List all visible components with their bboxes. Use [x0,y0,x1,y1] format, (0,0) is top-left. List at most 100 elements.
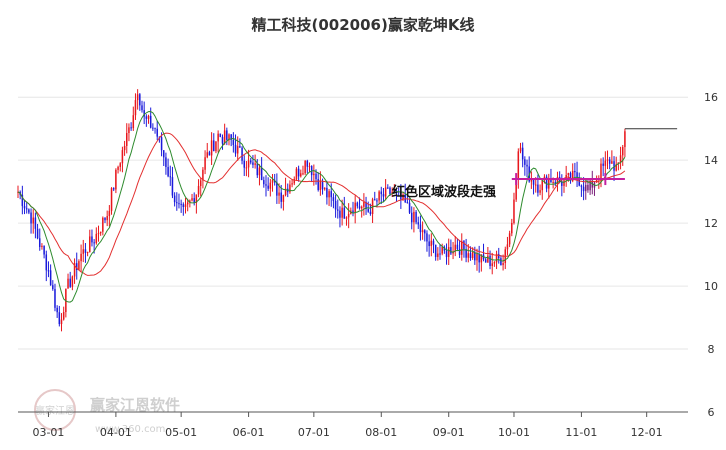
candle-body [569,173,572,181]
candle-body [430,240,433,247]
watermark-brand: 赢家江恩软件 [90,396,180,414]
candle-body [217,133,219,142]
candle-body [156,128,158,137]
candle-body [252,162,254,165]
candle-body [282,195,285,202]
candle-body [302,173,304,175]
candle-body [52,285,54,290]
x-tick-label: 07-01 [298,426,330,439]
candle-body [495,253,498,263]
candle-body [511,222,513,234]
candle-body [465,249,467,258]
candle-body [380,191,383,195]
candle-body [550,179,552,183]
candle-body [21,194,24,207]
candle-body [337,209,339,211]
candle-body [489,255,491,266]
candle-body [115,169,117,190]
candle-body [508,233,511,245]
candle-body [521,147,524,160]
candle-body [582,186,585,192]
candle-body [271,180,274,183]
candle-body [221,136,224,144]
candle-body [315,173,317,180]
candle-body [62,312,65,320]
candle-body [184,204,187,207]
candle-body [467,253,470,258]
candle-body [539,190,541,193]
candle-body [171,177,174,196]
candle-body [241,147,243,161]
x-tick-label: 10-01 [498,426,530,439]
candle-body [445,250,448,257]
candle-body [471,252,474,259]
candle-body [82,249,85,254]
candle-body [108,210,111,217]
candle-body [426,233,428,242]
candle-body [506,244,509,250]
candle-body [447,247,450,257]
candle-body [517,151,520,179]
candle-body [624,131,626,148]
candle-body [428,241,430,247]
candle-body [280,192,282,202]
candle-body [234,144,237,154]
candle-body [356,202,359,207]
candle-body [400,191,402,200]
candle-body [606,159,609,161]
candle-body [326,187,328,198]
candle-body [41,245,43,247]
candle-body [354,202,356,214]
candle-body [369,211,372,214]
candle-body [561,181,563,186]
candle-body [408,202,411,213]
candle-body [258,167,261,176]
candle-body [206,152,209,158]
candle-body [500,258,502,266]
candle-body [461,241,463,255]
candle-body [215,141,217,152]
candle-body [89,236,91,252]
candle-body [554,182,557,185]
candle-body [58,312,61,325]
candle-body [243,160,245,168]
candle-body [587,184,589,191]
candle-body [360,206,363,209]
candle-body [202,169,204,181]
candle-body [147,115,150,119]
candle-body [384,187,387,197]
candle-body [487,255,489,263]
candle-body [86,251,89,253]
candle-body [75,263,78,270]
candle-body [524,159,526,165]
candle-body [30,212,32,224]
candle-body [95,233,98,244]
candle-body [162,150,165,158]
candle-body [308,166,311,168]
candle-body [178,203,180,205]
candle-body [232,139,235,145]
x-tick-label: 06-01 [233,426,265,439]
candle-body [176,202,178,204]
candle-body [293,179,296,184]
candle-body [328,191,330,198]
candle-body [34,217,37,229]
candle-body [56,307,58,313]
candle-body [223,130,226,144]
candle-body [43,245,45,255]
candle-body [330,191,333,198]
candle-body [71,276,74,287]
candle-body [23,206,26,209]
candle-body [526,164,528,167]
candle-body [165,157,167,168]
candle-body [199,180,202,187]
candle-body [49,270,52,286]
candle-body [332,197,335,202]
candle-body [513,199,515,223]
candle-body [117,166,119,170]
candle-body [552,182,554,184]
candle-body [334,201,337,210]
candle-body [110,188,113,211]
candle-body [317,179,319,190]
